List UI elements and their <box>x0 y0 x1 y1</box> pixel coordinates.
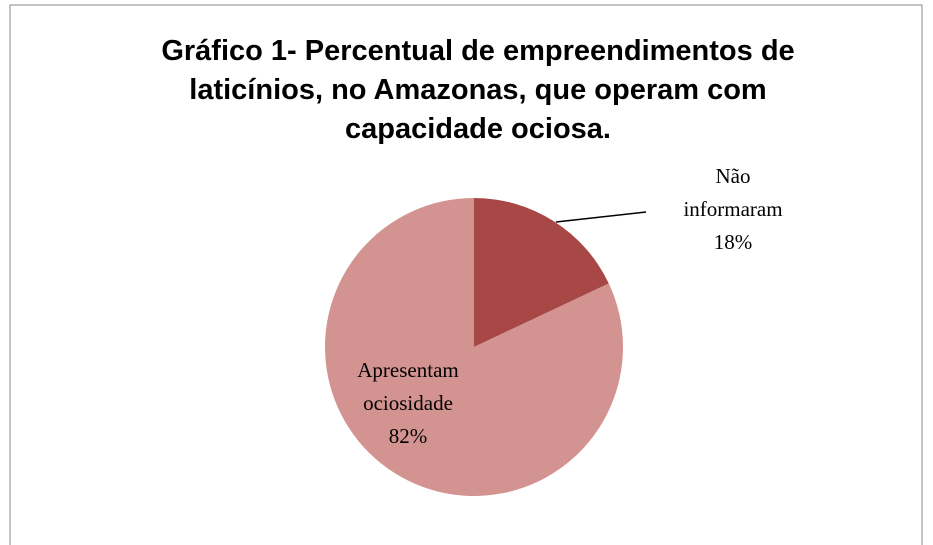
pie-slice <box>474 198 609 347</box>
slice-value: 18% <box>713 230 753 254</box>
chart-border <box>9 4 923 545</box>
pie <box>324 198 623 496</box>
chart-title: Gráfico 1- Percentual de empreendimentos… <box>161 35 795 145</box>
pie-slice <box>324 198 623 496</box>
leader-line <box>555 211 647 223</box>
slice-category: Não informaram <box>683 164 783 221</box>
slice-value: 82% <box>388 424 428 448</box>
slice-label: Não informaram 18% <box>677 160 789 259</box>
slice-label: Apresentam ociosidade 82% <box>340 354 476 453</box>
slice-category: Apresentam ociosidade <box>357 358 459 415</box>
